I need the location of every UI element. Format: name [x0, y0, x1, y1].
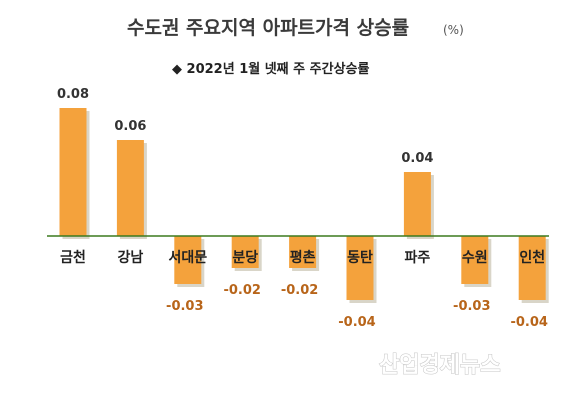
category-label: 분당 — [232, 249, 258, 266]
category-label: 수원 — [462, 250, 488, 266]
labels-layer: 금천 0.08 강남 0.06 서대문 -0.03 분당 -0.02 평촌 -0.02 동탄 -0.0… — [57, 87, 548, 330]
bar — [346, 236, 374, 300]
data-label: -0.02 — [281, 283, 318, 298]
category-label: 평촌 — [290, 249, 316, 266]
bar — [116, 140, 144, 236]
chart-subtitle: ◆ 2022년 1월 넷째 주 주간상승률 — [172, 61, 369, 77]
category-label: 인천 — [519, 249, 545, 266]
bars-layer — [59, 108, 549, 303]
data-label: -0.04 — [510, 315, 547, 330]
data-label: -0.04 — [338, 315, 375, 330]
chart-unit: (%) — [443, 23, 464, 37]
data-label: 0.04 — [401, 151, 433, 166]
category-label: 강남 — [118, 249, 144, 266]
chart-title: 수도권 주요지역 아파트가격 상승률 — [127, 17, 409, 39]
bar — [231, 236, 259, 268]
bar — [59, 108, 87, 236]
category-label: 파주 — [405, 250, 431, 266]
bar — [174, 236, 202, 284]
data-label: -0.02 — [223, 283, 260, 298]
data-label: 0.06 — [114, 119, 146, 134]
data-label: -0.03 — [166, 299, 203, 314]
bar — [289, 236, 317, 268]
category-label: 서대문 — [168, 250, 207, 266]
watermark: 산업경제뉴스 — [379, 353, 500, 378]
category-label: 금천 — [60, 250, 86, 266]
data-label: -0.03 — [453, 299, 490, 314]
bar — [403, 172, 431, 236]
bar — [461, 236, 489, 284]
category-label: 동탄 — [347, 249, 373, 266]
bar — [518, 236, 546, 300]
data-label: 0.08 — [57, 87, 89, 102]
